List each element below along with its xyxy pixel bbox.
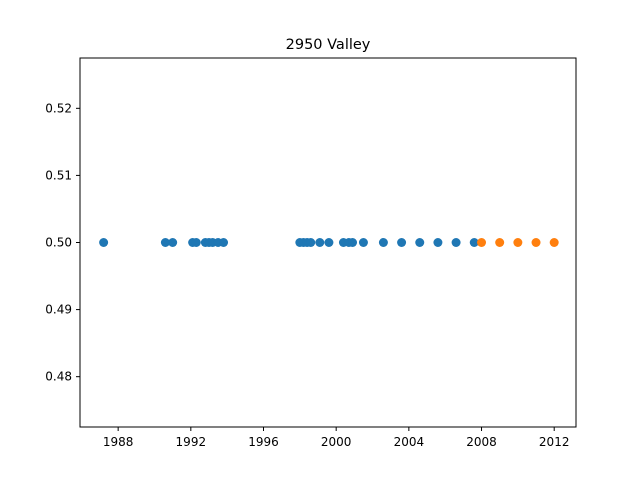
data-point bbox=[549, 238, 559, 247]
data-point bbox=[477, 238, 487, 247]
y-axis: 0.48 0.49 0.50 0.51 0.52 bbox=[45, 101, 80, 384]
data-point bbox=[160, 238, 170, 247]
y-tick-label: 0.51 bbox=[45, 168, 72, 182]
y-tick-label: 0.48 bbox=[45, 370, 72, 384]
x-tick-label: 1988 bbox=[103, 435, 134, 449]
data-point bbox=[433, 238, 443, 247]
x-tick-label: 2000 bbox=[321, 435, 352, 449]
x-tick-label: 1996 bbox=[248, 435, 279, 449]
data-point bbox=[348, 238, 358, 247]
data-point bbox=[306, 238, 316, 247]
data-point bbox=[531, 238, 541, 247]
data-point bbox=[168, 238, 178, 247]
data-point bbox=[219, 238, 229, 247]
chart-title: 2950 Valley bbox=[286, 37, 371, 53]
data-point bbox=[315, 238, 325, 247]
data-point bbox=[415, 238, 425, 247]
x-tick-label: 2012 bbox=[539, 435, 570, 449]
x-axis: 1988 1992 1996 2000 2004 2008 2012 bbox=[103, 427, 570, 449]
x-tick-label: 2004 bbox=[394, 435, 425, 449]
data-point bbox=[451, 238, 461, 247]
y-tick-label: 0.50 bbox=[45, 236, 72, 250]
data-point bbox=[495, 238, 505, 247]
data-point bbox=[469, 238, 479, 247]
data-point bbox=[191, 238, 201, 247]
data-points bbox=[99, 238, 559, 247]
y-tick-label: 0.52 bbox=[45, 101, 72, 115]
y-tick-label: 0.49 bbox=[45, 303, 72, 317]
data-point bbox=[513, 238, 523, 247]
data-point bbox=[324, 238, 334, 247]
x-tick-label: 1992 bbox=[176, 435, 207, 449]
data-point bbox=[397, 238, 407, 247]
data-point bbox=[99, 238, 109, 247]
data-point bbox=[378, 238, 388, 247]
x-tick-label: 2008 bbox=[466, 435, 497, 449]
data-point bbox=[358, 238, 368, 247]
